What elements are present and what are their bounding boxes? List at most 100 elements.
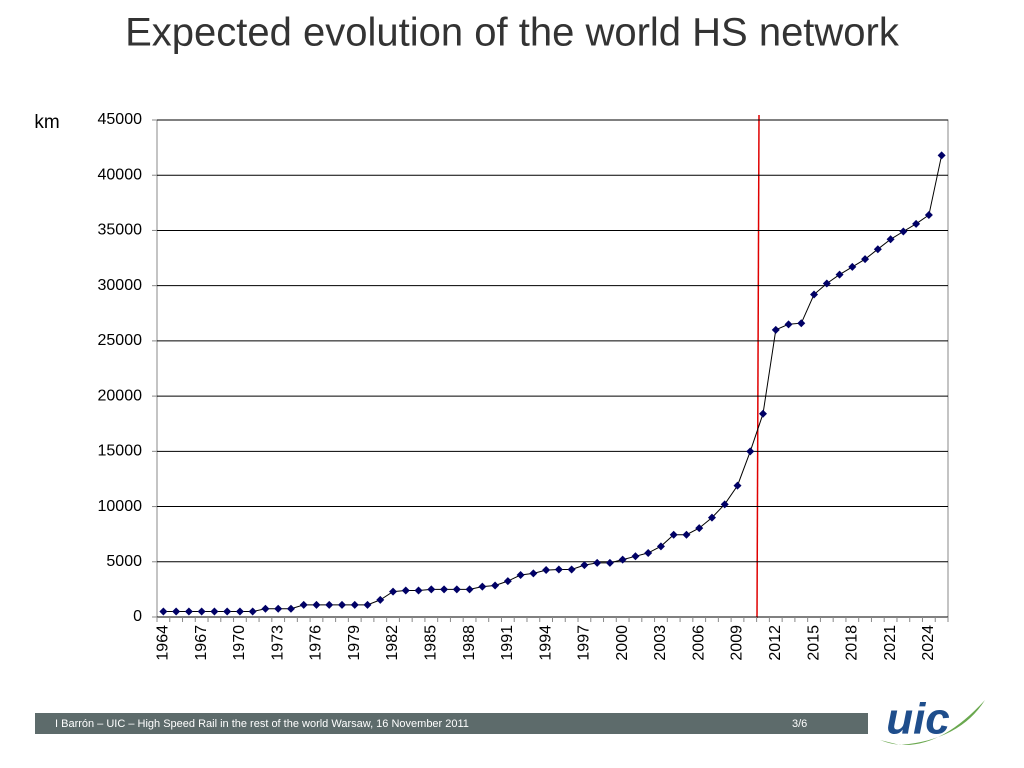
plot-area	[156, 119, 949, 618]
data-point	[797, 319, 806, 328]
data-point	[465, 585, 474, 594]
x-tick-label: 2006	[690, 625, 707, 661]
data-point	[350, 600, 359, 609]
data-point	[784, 320, 793, 329]
x-tick-label: 2003	[652, 625, 669, 661]
data-point	[593, 558, 602, 567]
x-tick-label: 1997	[576, 625, 593, 661]
data-point	[235, 607, 244, 616]
footer-bar	[35, 713, 868, 734]
data-point	[503, 577, 512, 586]
x-tick-label: 1991	[499, 625, 516, 661]
data-point	[580, 561, 589, 570]
data-point	[184, 607, 193, 616]
data-point	[452, 585, 461, 594]
y-tick-label: 5000	[106, 553, 142, 570]
data-point	[669, 530, 678, 539]
data-point	[695, 524, 704, 533]
x-tick-label: 2009	[729, 625, 746, 661]
data-point	[478, 582, 487, 591]
y-tick-label: 30000	[98, 277, 143, 294]
y-tick-label: 15000	[98, 443, 143, 460]
data-point	[937, 151, 946, 160]
data-point	[299, 600, 308, 609]
x-tick-label: 1976	[308, 625, 325, 661]
y-tick-label: 25000	[98, 332, 143, 349]
y-tick-label: 35000	[98, 222, 143, 239]
data-point	[720, 500, 729, 509]
data-point	[172, 607, 181, 616]
data-point	[567, 565, 576, 574]
data-point	[529, 569, 538, 578]
data-point	[427, 585, 436, 594]
data-point	[325, 600, 334, 609]
x-tick-label: 1979	[346, 625, 363, 661]
data-point	[491, 581, 500, 590]
footer-text: I Barrón – UIC – High Speed Rail in the …	[55, 718, 469, 730]
data-point	[248, 607, 257, 616]
y-tick-label: 20000	[98, 387, 143, 404]
logo-text: uic	[886, 695, 950, 744]
data-point	[822, 279, 831, 288]
data-point	[899, 227, 908, 236]
data-point	[707, 513, 716, 522]
page-number: 3/6	[792, 718, 807, 730]
data-point	[835, 270, 844, 279]
x-tick-label: 2015	[805, 625, 822, 661]
chart-title: Expected evolution of the world HS netwo…	[125, 11, 900, 55]
data-point	[848, 262, 857, 271]
data-point	[312, 600, 321, 609]
data-point	[197, 607, 206, 616]
data-point	[389, 587, 398, 596]
data-point	[363, 600, 372, 609]
data-point	[618, 555, 627, 564]
y-tick-label: 40000	[98, 166, 143, 183]
x-tick-label: 2000	[614, 625, 631, 661]
x-tick-label: 1973	[269, 625, 286, 661]
x-tick-label: 1967	[193, 625, 210, 661]
data-point	[223, 607, 232, 616]
data-point	[861, 255, 870, 264]
data-point	[516, 571, 525, 580]
data-point	[159, 607, 168, 616]
data-line	[163, 155, 943, 612]
data-point	[771, 325, 780, 334]
data-point	[440, 585, 449, 594]
x-tick-label: 2012	[767, 625, 784, 661]
data-point	[542, 566, 551, 575]
x-tick-label: 1964	[155, 625, 172, 661]
data-point	[376, 595, 385, 604]
data-point	[401, 586, 410, 595]
data-point	[873, 245, 882, 254]
data-point	[274, 604, 283, 613]
data-point	[605, 558, 614, 567]
data-point	[886, 235, 895, 244]
data-point	[682, 530, 691, 539]
x-tick-label: 2021	[882, 625, 899, 661]
logo: uic	[880, 695, 985, 745]
chart: 0 5000 10000 15000 20000 25000 30000 35000 40000…	[98, 111, 949, 661]
data-point	[924, 210, 933, 219]
y-tick-label: 0	[133, 608, 142, 625]
y-axis-label: km	[34, 112, 59, 133]
data-point	[759, 409, 768, 418]
y-tick-label: 45000	[98, 111, 143, 128]
logo-swoosh	[880, 700, 985, 745]
data-point	[337, 600, 346, 609]
data-point	[554, 565, 563, 574]
x-tick-label: 2018	[844, 625, 861, 661]
data-point	[644, 548, 653, 557]
y-tick-label: 10000	[98, 498, 143, 515]
present-marker	[756, 114, 760, 619]
x-tick-label: 1982	[384, 625, 401, 661]
data-point	[746, 447, 755, 456]
x-tick-label: 2024	[920, 625, 937, 661]
x-tick-label: 1994	[537, 625, 554, 661]
x-tick-label: 1970	[231, 625, 248, 661]
data-point	[286, 604, 295, 613]
data-point	[656, 542, 665, 551]
data-point	[210, 607, 219, 616]
data-point	[810, 290, 819, 299]
data-point	[733, 481, 742, 490]
